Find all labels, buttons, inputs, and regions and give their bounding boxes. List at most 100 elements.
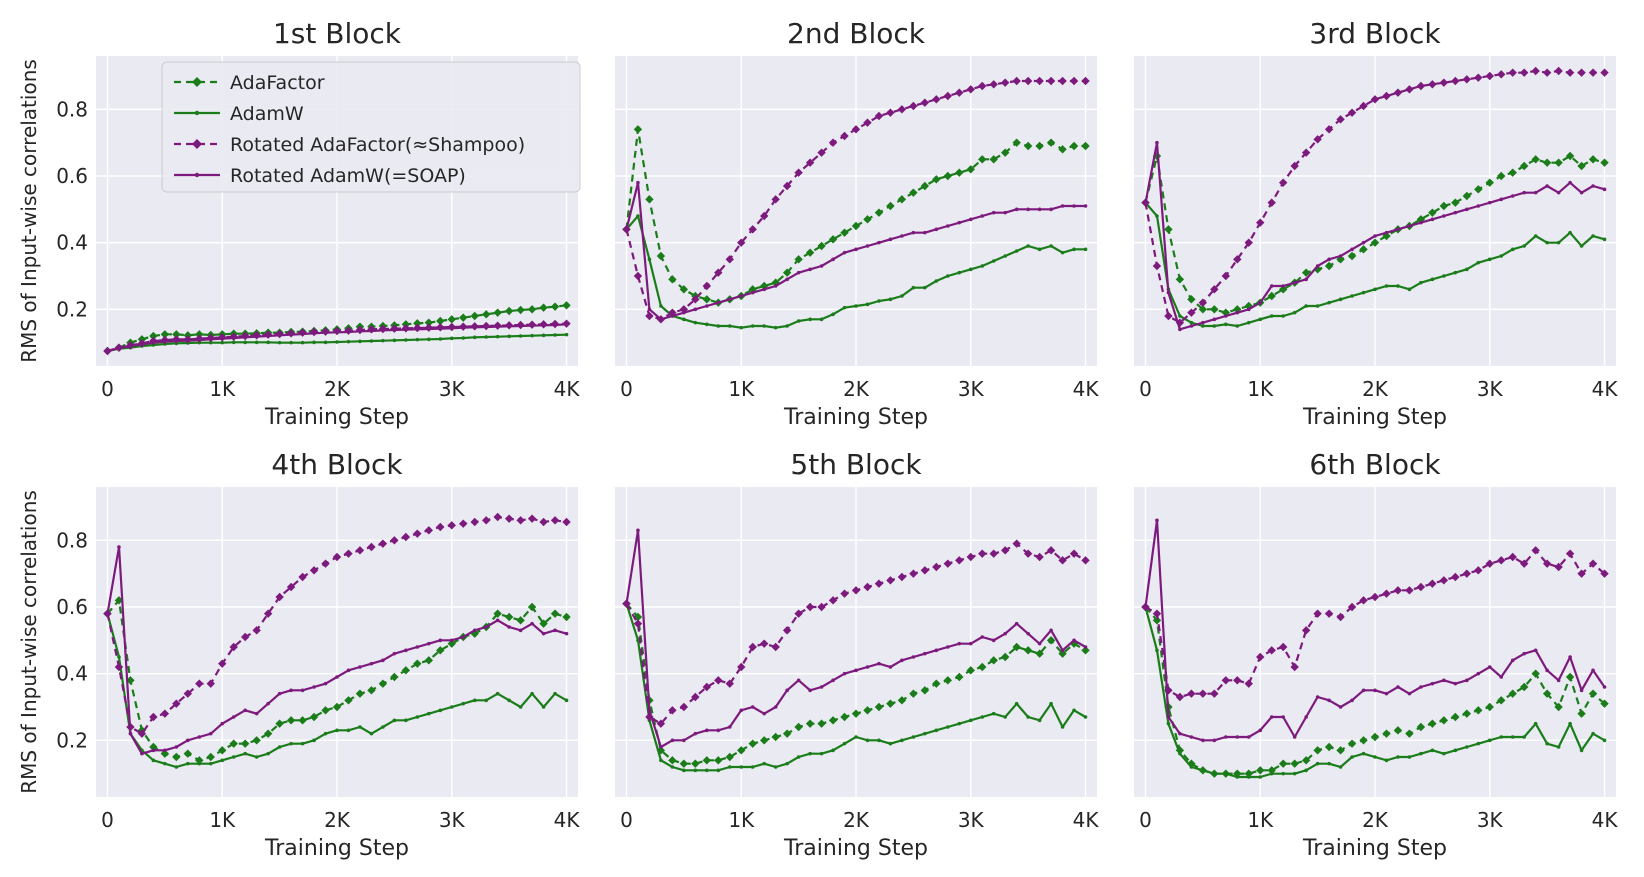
data-point: [1430, 681, 1435, 686]
data-point: [1201, 324, 1205, 328]
data-point: [381, 338, 385, 343]
panel-title: 5th Block: [790, 448, 922, 481]
data-point: [1313, 746, 1322, 755]
data-point: [564, 631, 569, 636]
data-point: [1451, 712, 1460, 722]
data-point: [682, 768, 686, 773]
data-point: [1497, 70, 1506, 79]
data-point: [208, 337, 213, 342]
data-point: [1407, 224, 1412, 228]
data-point: [186, 338, 190, 343]
data-point: [1081, 646, 1090, 655]
data-point: [1069, 549, 1079, 558]
data-point: [438, 708, 443, 713]
data-point: [1058, 649, 1067, 658]
data-point: [114, 596, 124, 605]
data-point: [1301, 148, 1311, 157]
data-point: [1442, 751, 1446, 756]
data-point: [1384, 230, 1389, 235]
data-point: [220, 758, 225, 763]
data-point: [413, 319, 422, 328]
data-point: [1221, 676, 1231, 685]
data-point: [805, 248, 815, 257]
data-point: [1003, 254, 1007, 258]
data-point: [1060, 648, 1065, 653]
data-point: [957, 220, 962, 225]
data-point: [516, 516, 525, 525]
data-point: [1235, 310, 1240, 315]
data-point: [1012, 76, 1021, 86]
data-point: [504, 306, 514, 316]
data-point: [1384, 284, 1389, 288]
data-point: [1591, 234, 1595, 238]
data-point: [312, 340, 316, 345]
data-point: [1419, 220, 1423, 225]
data-point: [805, 602, 815, 612]
data-point: [645, 311, 654, 321]
data-point: [877, 661, 881, 666]
data-point: [659, 745, 663, 749]
data-point: [670, 738, 675, 743]
data-point: [1324, 125, 1334, 134]
data-point: [1338, 254, 1343, 258]
data-point: [900, 658, 904, 663]
data-point: [1187, 759, 1196, 768]
data-point: [1508, 68, 1517, 77]
data-point: [358, 725, 362, 729]
data-point: [1187, 295, 1196, 304]
data-point: [877, 738, 881, 743]
data-point: [1545, 668, 1549, 673]
data-point: [714, 268, 723, 277]
data-point: [470, 629, 479, 638]
data-point: [1256, 766, 1265, 775]
data-point: [1224, 771, 1228, 776]
data-point: [436, 522, 445, 532]
data-point: [424, 526, 434, 535]
data-point: [1338, 297, 1343, 302]
data-point: [842, 671, 847, 676]
data-point: [1474, 566, 1483, 575]
data-point: [392, 718, 397, 723]
data-point: [415, 337, 420, 342]
data-point: [1542, 689, 1552, 698]
data-point: [966, 165, 975, 174]
data-point: [1046, 76, 1056, 86]
data-point: [1533, 721, 1538, 726]
data-point: [392, 338, 397, 343]
data-point: [991, 638, 996, 643]
data-point: [1304, 715, 1308, 719]
data-point: [909, 569, 918, 578]
x-tick-label: 0: [101, 377, 114, 401]
legend-marker: [194, 110, 200, 116]
data-point: [553, 628, 557, 633]
data-point: [819, 751, 824, 756]
data-point: [1407, 691, 1412, 696]
data-point: [518, 705, 523, 709]
data-point: [1554, 66, 1563, 76]
data-point: [1189, 765, 1194, 769]
data-point: [863, 118, 872, 127]
panel-title: 3rd Block: [1309, 17, 1441, 50]
data-point: [1370, 592, 1380, 602]
data-point: [897, 696, 907, 705]
data-point: [771, 195, 780, 204]
data-point: [507, 625, 511, 629]
panel-title: 4th Block: [271, 448, 403, 481]
data-point: [1382, 729, 1391, 738]
data-point: [530, 323, 534, 328]
data-point: [1023, 141, 1033, 151]
data-point: [691, 692, 700, 702]
data-point: [1347, 251, 1357, 261]
data-point: [1267, 198, 1276, 207]
data-point: [1278, 759, 1288, 768]
series-rotated-adafactor-shampoo-: [1141, 546, 1609, 702]
data-point: [195, 679, 204, 688]
data-point: [1256, 218, 1265, 227]
x-axis-label: Training Step: [1302, 405, 1447, 430]
data-point: [911, 735, 916, 739]
data-point: [668, 275, 677, 284]
data-point: [424, 656, 434, 665]
data-point: [1465, 207, 1469, 212]
data-point: [725, 752, 734, 762]
